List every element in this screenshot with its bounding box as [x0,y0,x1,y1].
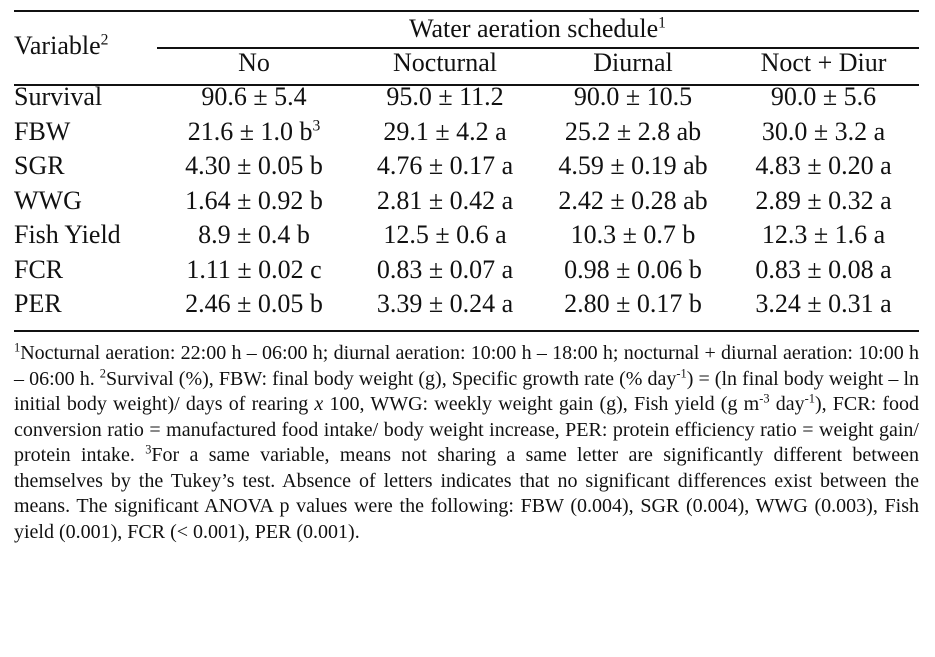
data-table: Variable2 Water aeration schedule1 No No… [14,12,919,322]
group-header: Water aeration schedule1 [156,12,919,46]
footnote-2-text-a: Survival (%), FBW: final body weight (g)… [105,367,677,390]
table-cell: 3.39 ± 0.24 a [376,289,514,319]
group-underline-rule [157,47,919,49]
footnote-2-sup-a: -1 [676,365,687,380]
table-row: WWG 1.64 ± 0.92 b 2.81 ± 0.42 a 2.42 ± 0… [14,184,919,219]
footnote-3-text: For a same variable, means not sharing a… [14,444,919,543]
table-cell: 30.0 ± 3.2 a [761,116,886,146]
table-cell: 2.81 ± 0.42 a [376,185,514,215]
table-cell: 12.5 ± 0.6 a [383,220,507,250]
top-rule [14,10,919,12]
table-cell: 25.2 ± 2.8 ab [564,116,702,146]
table-cell: 4.83 ± 0.20 a [755,151,892,181]
table-cell: 90.0 ± 5.6 [770,82,877,112]
table-cell: 1.64 ± 0.92 b [185,185,323,215]
header-row-columns: No Nocturnal Diurnal Noct + Diur [14,46,919,80]
footnote-1-text: Nocturnal aeration: 22:00 h – 06:00 h; d… [14,342,919,390]
footnote-mark-3: 3 [145,442,152,457]
column-header-noct-diur: Noct + Diur [760,48,887,77]
row-label: FCR [14,254,64,284]
column-header-nocturnal: Nocturnal [393,48,497,77]
table-cell: 0.98 ± 0.06 b [564,254,702,284]
table-cell: 4.30 ± 0.05 b [185,151,323,181]
table-cell-text: 21.6 ± 1.0 b [187,116,313,146]
footnote-2-italic-x: x [314,393,324,415]
table-row: FBW 21.6 ± 1.0 b3 29.1 ± 4.2 a 25.2 ± 2.… [14,115,919,150]
footnote-mark-2: 2 [99,365,106,380]
footnote-2-text-b: ) = (ln final body weight – ln initial b… [14,367,919,416]
table-cell-footnote-mark: 3 [312,117,321,135]
variable-header-text: Variable [14,31,101,60]
row-label: PER [14,289,62,319]
table-bottom-rule [14,330,919,332]
table-cell: 4.59 ± 0.19 ab [558,151,708,181]
table-cell: 21.6 ± 1.0 b3 [156,115,352,150]
table-cell: 2.89 ± 0.32 a [755,185,892,215]
footnote-2-sup-c: -1 [804,391,815,406]
table-cell: 1.11 ± 0.02 c [186,254,322,284]
table-cell: 12.3 ± 1.6 a [761,220,886,250]
table-cell: 4.76 ± 0.17 a [376,151,514,181]
table-cell: 90.0 ± 10.5 [573,82,693,112]
table-cell: 90.6 ± 5.4 [201,82,307,112]
table-cell: 29.1 ± 4.2 a [383,116,507,146]
table-cell: 10.3 ± 0.7 b [570,220,696,250]
table-row: PER 2.46 ± 0.05 b 3.39 ± 0.24 a 2.80 ± 0… [14,287,919,322]
table-cell: 95.0 ± 11.2 [386,82,504,112]
column-header-diurnal: Diurnal [593,48,673,77]
table-footnote: 1Nocturnal aeration: 22:00 h – 06:00 h; … [14,341,919,545]
group-header-text: Water aeration schedule [409,14,659,43]
table-row: Survival 90.6 ± 5.4 95.0 ± 11.2 90.0 ± 1… [14,80,919,115]
footnote-mark-1: 1 [14,340,21,355]
table-cell: 2.46 ± 0.05 b [185,289,323,319]
variable-header: Variable2 [14,12,156,80]
row-label: Survival [14,82,103,112]
table-row: FCR 1.11 ± 0.02 c 0.83 ± 0.07 a 0.98 ± 0… [14,253,919,288]
table-row: Fish Yield 8.9 ± 0.4 b 12.5 ± 0.6 a 10.3… [14,218,919,253]
table-row: SGR 4.30 ± 0.05 b 4.76 ± 0.17 a 4.59 ± 0… [14,149,919,184]
row-label: WWG [14,185,82,215]
row-label: Fish Yield [14,220,121,250]
header-row-group: Variable2 Water aeration schedule1 [14,12,919,60]
table-cell: 8.9 ± 0.4 b [198,220,310,250]
row-label: FBW [14,116,71,146]
group-header-footnote-mark: 1 [658,14,666,32]
table-cell: 2.80 ± 0.17 b [564,289,702,319]
footnote-2-sup-b: -3 [759,391,770,406]
row-label: SGR [14,151,65,181]
header-bottom-rule [14,84,919,86]
column-header-no: No [238,48,270,77]
footnote-2-text-d: day [769,393,805,415]
variable-header-footnote-mark: 2 [100,31,109,49]
table-cell: 2.42 ± 0.28 ab [558,185,708,215]
table-cell: 0.83 ± 0.07 a [376,254,514,284]
table-cell: 3.24 ± 0.31 a [755,289,892,319]
footnote-2-text-e: ), FCR: food conversion ratio = manufact… [14,393,919,466]
footnote-2-text-c: 100, WWG: weekly weight gain (g), Fish y… [323,393,760,415]
table-cell: 0.83 ± 0.08 a [755,254,892,284]
